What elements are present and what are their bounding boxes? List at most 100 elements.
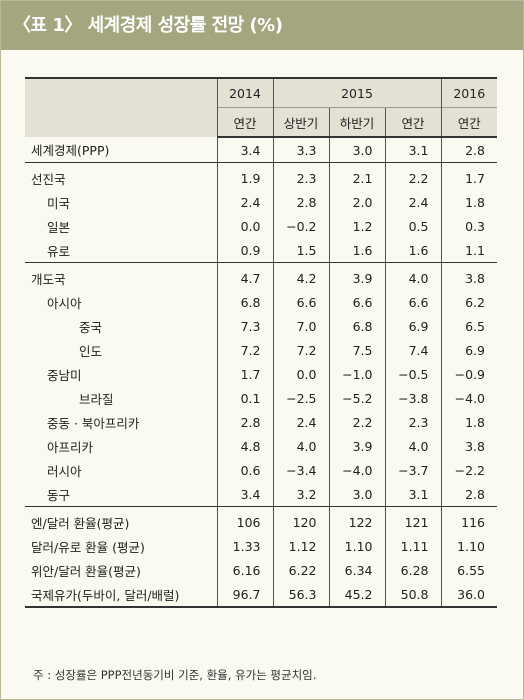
cell-value: 7.5 — [328, 338, 385, 362]
period-header: 연간 — [440, 107, 497, 138]
cell-value: 6.9 — [384, 314, 441, 338]
row-label: 국제유가(두바이, 달러/배럴) — [25, 582, 217, 608]
table-row: 개도국 4.7 4.2 3.9 4.0 3.8 — [25, 262, 497, 290]
cell-value: 1.7 — [440, 162, 497, 190]
row-label: 브라질 — [79, 391, 114, 407]
header-row-years: 2014 2015 2016 — [25, 77, 497, 137]
cell-value: 0.5 — [384, 214, 441, 238]
cell-value: 1.12 — [272, 534, 329, 558]
period-header: 연간 — [384, 107, 441, 138]
table-row: 중동 · 북아프리카 2.8 2.4 2.2 2.3 1.8 — [25, 410, 497, 434]
cell-value: −1.0 — [328, 362, 385, 386]
cell-value: 2.0 — [328, 190, 385, 214]
cell-value: 56.3 — [272, 582, 329, 608]
cell-value: 3.1 — [384, 137, 441, 163]
cell-value: 3.0 — [328, 137, 385, 163]
cell-value: −4.0 — [440, 386, 497, 410]
cell-value: 1.6 — [328, 238, 385, 263]
cell-value: 121 — [384, 506, 441, 534]
cell-value: 4.0 — [384, 262, 441, 290]
cell-value: −2.2 — [440, 458, 497, 482]
cell-value: 122 — [328, 506, 385, 534]
row-label: 아프리카 — [47, 439, 94, 455]
row-label: 중남미 — [47, 367, 82, 383]
cell-value: 6.55 — [440, 558, 497, 582]
cell-value: −0.9 — [440, 362, 497, 386]
cell-value: 1.8 — [440, 190, 497, 214]
table-row: 선진국 1.9 2.3 2.1 2.2 1.7 — [25, 162, 497, 190]
cell-value: −0.2 — [272, 214, 329, 238]
cell-value: −2.5 — [272, 386, 329, 410]
cell-value: 6.6 — [272, 290, 329, 314]
year-header: 2016 — [440, 77, 497, 108]
row-label: 세계경제(PPP) — [31, 143, 110, 158]
row-label: 인도 — [79, 343, 103, 359]
cell-value: 1.5 — [272, 238, 329, 263]
cell-value: −3.8 — [384, 386, 441, 410]
row-label: 동구 — [47, 487, 71, 503]
cell-value: 1.7 — [216, 362, 273, 386]
header-row-periods: 연간 상반기 하반기 연간 연간 — [25, 107, 497, 138]
cell-value: 6.28 — [384, 558, 441, 582]
cell-value: 7.0 — [272, 314, 329, 338]
cell-value: 2.4 — [272, 410, 329, 434]
cell-value: 2.2 — [384, 162, 441, 190]
cell-value: 3.4 — [216, 482, 273, 507]
cell-value: 6.6 — [328, 290, 385, 314]
cell-value: 0.9 — [216, 238, 273, 263]
row-label: 선진국 — [25, 162, 217, 190]
table-row: 브라질 0.1 −2.5 −5.2 −3.8 −4.0 — [25, 386, 497, 410]
row-label: 러시아 — [47, 463, 82, 479]
cell-value: 7.4 — [384, 338, 441, 362]
cell-value: −4.0 — [328, 458, 385, 482]
cell-value: 96.7 — [216, 582, 273, 608]
year-header: 2014 — [216, 77, 273, 108]
cell-value: 6.9 — [440, 338, 497, 362]
table-row: 인도 7.2 7.2 7.5 7.4 6.9 — [25, 338, 497, 362]
cell-value: −3.7 — [384, 458, 441, 482]
header-blank-cell — [25, 77, 217, 137]
row-label: 위안/달러 환율(평균) — [31, 563, 141, 579]
cell-value: 4.8 — [216, 434, 273, 458]
table-row: 미국 2.4 2.8 2.0 2.4 1.8 — [25, 190, 497, 214]
row-label: 일본 — [47, 219, 71, 235]
row-label: 아시아 — [47, 295, 82, 311]
cell-value: 0.3 — [440, 214, 497, 238]
cell-value: −5.2 — [328, 386, 385, 410]
cell-value: 4.7 — [216, 262, 273, 290]
cell-value: 7.3 — [216, 314, 273, 338]
cell-value: 1.9 — [216, 162, 273, 190]
row-label: 달러/유로 환율 (평균) — [31, 539, 145, 555]
table-row: 아프리카 4.8 4.0 3.9 4.0 3.8 — [25, 434, 497, 458]
footnote: 주 : 성장률은 PPP전년동기비 기준, 환율, 유가는 평균치임. — [33, 668, 317, 682]
table-row: 세계경제(PPP) 3.4 3.3 3.0 3.1 2.8 — [25, 137, 497, 163]
cell-value: 3.1 — [384, 482, 441, 507]
cell-value: 1.1 — [440, 238, 497, 263]
cell-value: 3.2 — [272, 482, 329, 507]
table-row: 국제유가(두바이, 달러/배럴) 96.7 56.3 45.2 50.8 36.… — [25, 582, 497, 608]
cell-value: 1.8 — [440, 410, 497, 434]
cell-value: 2.3 — [384, 410, 441, 434]
row-label: 엔/달러 환율(평균) — [25, 506, 217, 534]
cell-value: 7.2 — [272, 338, 329, 362]
cell-value: 6.34 — [328, 558, 385, 582]
cell-value: 6.22 — [272, 558, 329, 582]
cell-value: 0.6 — [216, 458, 273, 482]
cell-value: 2.8 — [440, 482, 497, 507]
cell-value: 1.2 — [328, 214, 385, 238]
cell-value: 106 — [216, 506, 273, 534]
cell-value: −0.5 — [384, 362, 441, 386]
cell-value: 3.9 — [328, 434, 385, 458]
cell-value: 6.8 — [216, 290, 273, 314]
cell-value: 1.11 — [384, 534, 441, 558]
year-header: 2015 — [272, 77, 441, 108]
cell-value: 0.1 — [216, 386, 273, 410]
growth-forecast-table: 2014 2015 2016 연간 상반기 하반기 연간 연간 세계경제(PPP… — [25, 77, 497, 608]
cell-value: 2.8 — [216, 410, 273, 434]
cell-value: 3.0 — [328, 482, 385, 507]
period-header: 연간 — [216, 107, 273, 138]
table-row: 일본 0.0 −0.2 1.2 0.5 0.3 — [25, 214, 497, 238]
row-label: 유로 — [47, 243, 71, 259]
cell-value: 6.16 — [216, 558, 273, 582]
cell-value: 0.0 — [216, 214, 273, 238]
